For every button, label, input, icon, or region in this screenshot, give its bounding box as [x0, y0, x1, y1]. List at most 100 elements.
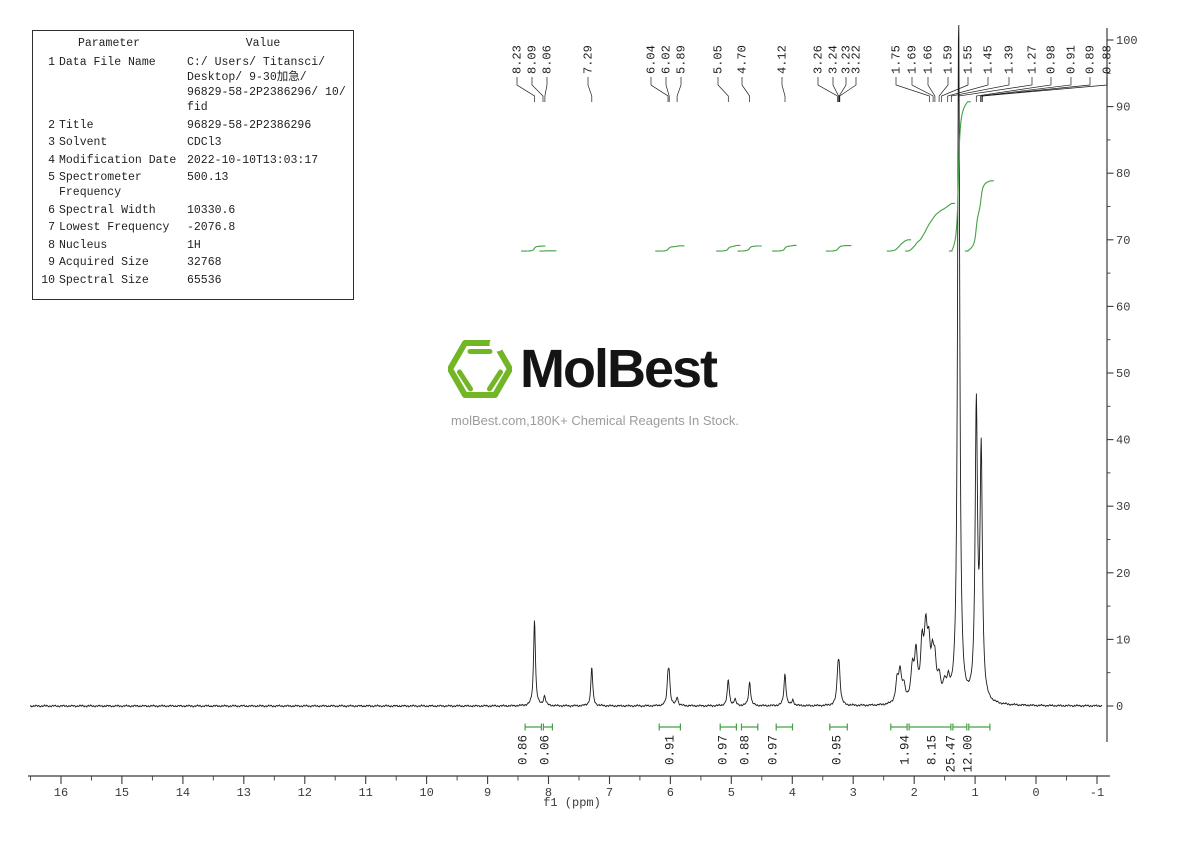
peak-shift-label: 1.66 [922, 45, 936, 74]
row-parameter: Data File Name [59, 56, 156, 69]
row-parameter: Acquired Size [59, 256, 149, 269]
svg-text:11: 11 [358, 786, 372, 800]
row-value: 32768 [187, 256, 222, 269]
svg-text:2: 2 [911, 786, 918, 800]
benzene-hexagon-icon [448, 336, 512, 398]
peak-shift-label: 8.23 [511, 45, 525, 74]
peak-shift-label: 1.75 [890, 45, 904, 74]
svg-text:10: 10 [1116, 633, 1130, 647]
integration-value: 0.95 [831, 735, 845, 765]
row-parameter: Spectral Size [59, 273, 149, 287]
peak-shift-label: 8.06 [541, 45, 555, 74]
integration-labels: 0.86 0.06 0.91 0.97 0.88 0.97 0.95 1.94 8.15 25.4… [517, 735, 976, 773]
row-number: 4 [48, 153, 55, 167]
row-parameter: Nucleus [59, 238, 108, 252]
peak-shift-label: 3.22 [850, 45, 864, 74]
svg-text:60: 60 [1116, 300, 1130, 314]
row-parameter: Spectral Width [59, 203, 156, 217]
row-value: 500.13 [187, 171, 229, 184]
logo-wordmark: MolBest [520, 339, 718, 399]
integration-value: 0.97 [767, 735, 781, 765]
svg-text:-1: -1 [1090, 786, 1104, 800]
spectrum-trace [29, 24, 1103, 708]
x-axis: 16 15 14 13 12 11 10 9 8 7 6 5 4 3 2 1 0 -1 [28, 775, 1110, 800]
svg-text:9: 9 [484, 786, 491, 800]
svg-text:100: 100 [1116, 34, 1138, 48]
peak-shift-label: 1.45 [982, 45, 996, 74]
peak-labels: 8.23 8.09 8.06 7.29 6.04 6.02 5.89 5.05 4.70 4.12… [511, 45, 1115, 102]
row-value: -2076.8 [187, 221, 236, 234]
svg-text:6: 6 [667, 786, 674, 800]
peak-shift-label: 0.88 [1101, 45, 1115, 74]
integration-value: 0.86 [517, 735, 531, 765]
integration-value: 0.97 [717, 735, 731, 765]
integral-curves [521, 101, 994, 731]
peak-shift-label: 8.09 [526, 45, 540, 74]
svg-text:10: 10 [419, 786, 433, 800]
svg-text:0: 0 [1116, 700, 1123, 714]
table-row: 6 Spectral Width 10330.6 [39, 203, 347, 218]
row-value: 10330.6 [187, 203, 236, 217]
svg-text:3: 3 [850, 786, 857, 800]
peak-shift-label: 0.98 [1045, 45, 1059, 74]
row-number: 8 [48, 238, 55, 252]
row-parameter: Modification Date [59, 153, 177, 167]
row-parameter: Title [59, 118, 94, 132]
svg-text:5: 5 [728, 786, 735, 800]
peak-shift-label: 5.05 [712, 45, 726, 74]
integration-value: 25.47 [945, 735, 959, 773]
row-value: 65536 [187, 273, 222, 287]
parameter-table-rows: 1 Data File Name C:/ Users/ Titansci/ Desk… [39, 55, 347, 288]
table-row: 10 Spectral Size 65536 [39, 273, 347, 288]
table-row: 4 Modification Date 2022-10-10T13:03:17 [39, 153, 347, 168]
row-number: 10 [41, 273, 55, 287]
row-value: 96829-58-2P2386296 [187, 118, 312, 132]
row-value: 1H [187, 238, 201, 252]
table-row: 1 Data File Name C:/ Users/ Titansci/ Desk… [39, 55, 347, 115]
svg-text:40: 40 [1116, 434, 1130, 448]
svg-text:90: 90 [1116, 101, 1130, 115]
svg-text:4: 4 [789, 786, 796, 800]
header-parameter: Parameter [77, 37, 141, 50]
row-number: 6 [48, 203, 55, 217]
peak-shift-label: 1.55 [962, 45, 976, 74]
peak-shift-label: 3.26 [812, 45, 826, 74]
svg-text:16: 16 [54, 786, 68, 800]
peak-shift-label: 0.91 [1065, 45, 1079, 74]
parameter-table-header: Parameter Value [39, 36, 347, 51]
integration-value: 0.06 [539, 735, 553, 765]
integration-value: 12.00 [962, 735, 976, 773]
integration-value: 0.88 [739, 735, 753, 765]
svg-text:70: 70 [1116, 234, 1130, 248]
peak-shift-label: 3.23 [840, 45, 854, 74]
svg-text:1: 1 [971, 786, 978, 800]
row-number: 2 [48, 118, 55, 132]
svg-text:80: 80 [1116, 167, 1130, 181]
svg-text:14: 14 [176, 786, 190, 800]
molbest-logo: MolBest [448, 336, 718, 402]
row-number: 1 [48, 56, 55, 69]
integration-value: 1.94 [899, 735, 913, 765]
integration-value: 8.15 [926, 735, 940, 765]
row-value: C:/ Users/ Titansci/ Desktop/ 9-30加急/ 96… [187, 56, 346, 114]
table-row: 2 Title 96829-58-2P2386296 [39, 118, 347, 133]
svg-text:30: 30 [1116, 500, 1130, 514]
peak-shift-label: 7.29 [582, 45, 596, 74]
x-axis-title: f1 (ppm) [543, 796, 601, 810]
svg-text:15: 15 [115, 786, 129, 800]
parameter-table: Parameter Value 1 Data File Name C:/ Users… [32, 30, 354, 300]
row-number: 3 [48, 136, 55, 149]
peak-shift-label: 6.04 [645, 45, 659, 74]
peak-shift-label: 1.69 [906, 45, 920, 74]
row-number: 5 [48, 171, 55, 184]
peak-shift-label: 0.89 [1084, 45, 1098, 74]
peak-shift-label: 4.12 [776, 45, 790, 74]
integration-value: 0.91 [664, 735, 678, 765]
table-row: 8 Nucleus 1H [39, 238, 347, 253]
row-number: 9 [48, 256, 55, 269]
row-parameter: Solvent [59, 136, 108, 149]
peak-shift-label: 4.70 [736, 45, 750, 74]
